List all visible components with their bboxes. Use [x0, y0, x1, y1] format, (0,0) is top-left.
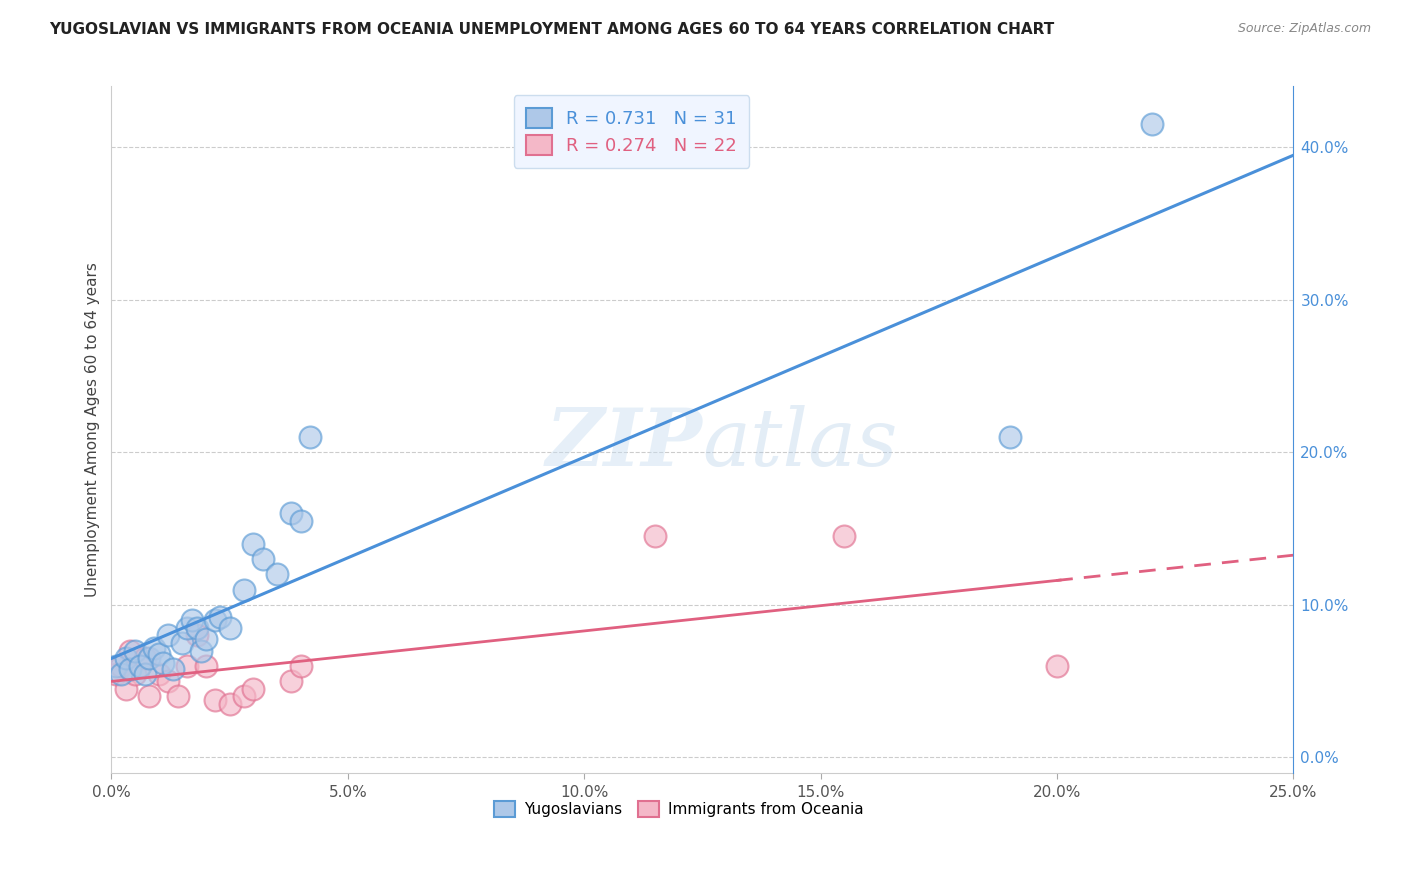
Point	[148, 666, 170, 681]
Point	[157, 674, 180, 689]
Point	[180, 613, 202, 627]
Point	[176, 621, 198, 635]
Point	[138, 651, 160, 665]
Point	[110, 666, 132, 681]
Point	[998, 430, 1021, 444]
Point	[232, 582, 254, 597]
Point	[290, 514, 312, 528]
Point	[124, 644, 146, 658]
Point	[105, 659, 128, 673]
Legend: Yugoslavians, Immigrants from Oceania: Yugoslavians, Immigrants from Oceania	[488, 796, 870, 823]
Point	[152, 656, 174, 670]
Point	[138, 690, 160, 704]
Point	[290, 659, 312, 673]
Point	[186, 621, 208, 635]
Point	[1046, 659, 1069, 673]
Point	[644, 529, 666, 543]
Point	[162, 662, 184, 676]
Point	[298, 430, 321, 444]
Point	[218, 621, 240, 635]
Point	[266, 567, 288, 582]
Point	[194, 632, 217, 646]
Point	[204, 692, 226, 706]
Point	[134, 651, 156, 665]
Point	[143, 640, 166, 655]
Point	[186, 628, 208, 642]
Point	[166, 690, 188, 704]
Y-axis label: Unemployment Among Ages 60 to 64 years: Unemployment Among Ages 60 to 64 years	[86, 262, 100, 597]
Point	[114, 681, 136, 696]
Point	[114, 651, 136, 665]
Point	[209, 610, 232, 624]
Point	[128, 659, 150, 673]
Text: YUGOSLAVIAN VS IMMIGRANTS FROM OCEANIA UNEMPLOYMENT AMONG AGES 60 TO 64 YEARS CO: YUGOSLAVIAN VS IMMIGRANTS FROM OCEANIA U…	[49, 22, 1054, 37]
Point	[110, 659, 132, 673]
Point	[120, 644, 142, 658]
Point	[280, 507, 302, 521]
Point	[280, 674, 302, 689]
Point	[1140, 118, 1163, 132]
Point	[148, 647, 170, 661]
Point	[832, 529, 855, 543]
Point	[120, 662, 142, 676]
Point	[194, 659, 217, 673]
Point	[172, 636, 194, 650]
Text: Source: ZipAtlas.com: Source: ZipAtlas.com	[1237, 22, 1371, 36]
Point	[176, 659, 198, 673]
Point	[242, 681, 264, 696]
Point	[157, 628, 180, 642]
Point	[190, 644, 212, 658]
Text: ZIP: ZIP	[546, 405, 703, 482]
Point	[204, 613, 226, 627]
Point	[134, 666, 156, 681]
Point	[252, 552, 274, 566]
Point	[105, 666, 128, 681]
Point	[242, 537, 264, 551]
Point	[232, 690, 254, 704]
Point	[124, 666, 146, 681]
Point	[218, 697, 240, 711]
Text: atlas: atlas	[703, 405, 898, 482]
